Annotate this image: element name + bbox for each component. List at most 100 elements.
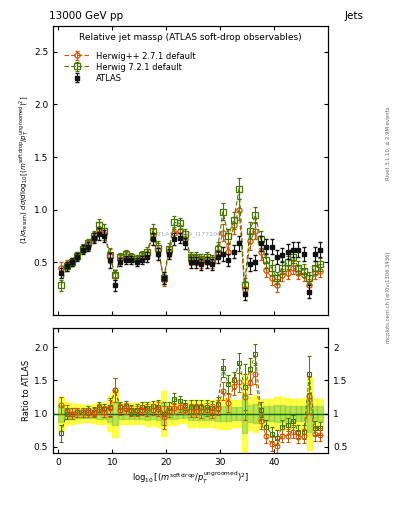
Bar: [188, 400, 193, 426]
Bar: [253, 404, 258, 423]
Bar: [112, 390, 118, 437]
Bar: [69, 408, 75, 419]
Bar: [318, 406, 323, 421]
Bar: [172, 408, 177, 419]
Bar: [150, 402, 156, 424]
Bar: [166, 402, 172, 425]
Bar: [140, 409, 145, 419]
Bar: [215, 407, 220, 421]
Bar: [91, 404, 96, 422]
Bar: [247, 397, 253, 430]
Bar: [85, 406, 91, 422]
Bar: [134, 403, 140, 424]
Bar: [123, 409, 129, 419]
Bar: [231, 407, 237, 420]
X-axis label: $\log_{10}[(m^{\mathrm{soft\,drop}}/p_T^{\mathrm{ungroomed}})^2]$: $\log_{10}[(m^{\mathrm{soft\,drop}}/p_T^…: [132, 470, 249, 486]
Bar: [64, 402, 69, 425]
Bar: [80, 409, 85, 418]
Text: mcplots.cern.ch [arXiv:1306.3436]: mcplots.cern.ch [arXiv:1306.3436]: [386, 251, 391, 343]
Bar: [301, 406, 307, 421]
Bar: [59, 397, 64, 430]
Bar: [226, 398, 231, 429]
Bar: [209, 407, 215, 420]
Bar: [312, 406, 318, 421]
Bar: [166, 408, 172, 419]
Bar: [96, 403, 102, 424]
Bar: [231, 400, 237, 426]
Text: Relative jet massρ (ATLAS soft-drop observables): Relative jet massρ (ATLAS soft-drop obse…: [79, 33, 302, 42]
Bar: [59, 406, 64, 422]
Bar: [318, 399, 323, 429]
Bar: [193, 407, 199, 420]
Bar: [242, 374, 247, 453]
Bar: [85, 410, 91, 418]
Bar: [188, 407, 193, 420]
Bar: [215, 399, 220, 428]
Bar: [182, 409, 188, 418]
Bar: [156, 400, 161, 427]
Bar: [285, 406, 290, 421]
Bar: [274, 405, 279, 422]
Bar: [112, 402, 118, 425]
Bar: [177, 409, 182, 418]
Bar: [253, 395, 258, 432]
Bar: [107, 404, 112, 422]
Bar: [118, 403, 123, 424]
Bar: [263, 407, 269, 421]
Bar: [69, 403, 75, 424]
Bar: [199, 400, 204, 427]
Y-axis label: $(1/\sigma_\mathrm{resum})$ $d\sigma/d\log_{10}[(m^{\mathrm{soft\,drop}}/p_T^{\m: $(1/\sigma_\mathrm{resum})$ $d\sigma/d\l…: [17, 96, 31, 244]
Bar: [307, 377, 312, 450]
Bar: [80, 405, 85, 422]
Bar: [237, 400, 242, 427]
Text: Jets: Jets: [344, 11, 363, 21]
Bar: [193, 400, 199, 426]
Bar: [91, 409, 96, 418]
Bar: [290, 406, 296, 421]
Bar: [129, 409, 134, 419]
Bar: [182, 404, 188, 423]
Bar: [220, 406, 226, 421]
Bar: [269, 407, 274, 421]
Bar: [102, 403, 107, 424]
Bar: [161, 391, 166, 436]
Bar: [75, 409, 80, 418]
Bar: [279, 406, 285, 421]
Text: ATLAS_2019_I1772062: ATLAS_2019_I1772062: [155, 231, 226, 237]
Bar: [145, 401, 150, 425]
Bar: [140, 403, 145, 423]
Bar: [301, 398, 307, 430]
Bar: [296, 399, 301, 429]
Bar: [307, 395, 312, 432]
Bar: [312, 398, 318, 430]
Bar: [96, 409, 102, 419]
Bar: [247, 406, 253, 422]
Bar: [177, 404, 182, 422]
Bar: [156, 407, 161, 420]
Bar: [172, 402, 177, 424]
Y-axis label: Ratio to ATLAS: Ratio to ATLAS: [22, 360, 31, 421]
Bar: [290, 399, 296, 429]
Bar: [134, 408, 140, 419]
Bar: [220, 398, 226, 430]
Bar: [258, 400, 263, 427]
Bar: [279, 397, 285, 430]
Bar: [102, 408, 107, 419]
Bar: [285, 398, 290, 429]
Bar: [274, 397, 279, 430]
Bar: [258, 407, 263, 420]
Bar: [107, 396, 112, 431]
Bar: [204, 407, 209, 420]
Text: Rivet 3.1.10, ≥ 2.9M events: Rivet 3.1.10, ≥ 2.9M events: [386, 106, 391, 180]
Bar: [75, 404, 80, 423]
Text: 13000 GeV pp: 13000 GeV pp: [50, 11, 123, 21]
Bar: [123, 403, 129, 423]
Bar: [209, 400, 215, 427]
Bar: [199, 407, 204, 420]
Bar: [118, 408, 123, 419]
Bar: [129, 403, 134, 423]
Bar: [64, 408, 69, 419]
Bar: [269, 399, 274, 428]
Bar: [204, 400, 209, 426]
Legend: Herwig++ 2.7.1 default, Herwig 7.2.1 default, ATLAS: Herwig++ 2.7.1 default, Herwig 7.2.1 def…: [63, 50, 197, 84]
